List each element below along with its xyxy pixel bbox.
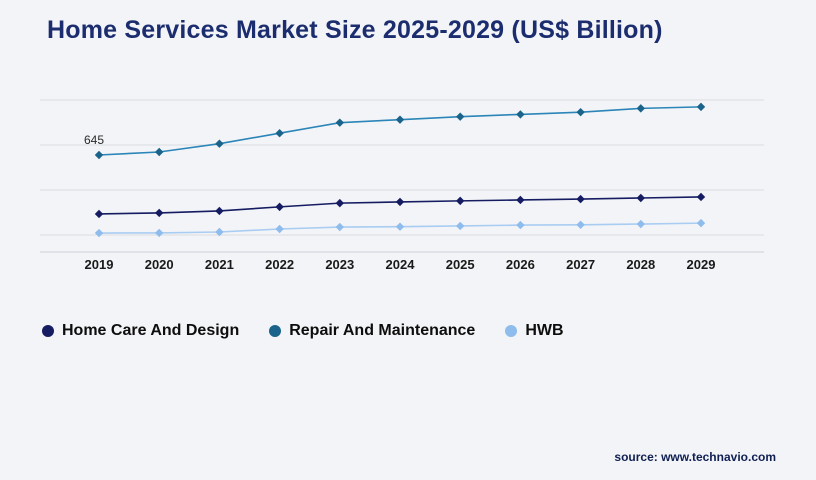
x-tick-label: 2020 — [144, 257, 174, 272]
legend-item: Home Care And Design — [42, 322, 239, 340]
x-tick-label: 2025 — [445, 257, 475, 272]
x-tick-label: 2021 — [204, 257, 234, 272]
data-label-645: 645 — [84, 133, 105, 147]
x-tick-label: 2028 — [626, 257, 656, 272]
x-tick-label: 2022 — [265, 257, 295, 272]
x-tick-label: 2029 — [686, 257, 716, 272]
legend-dot-icon — [269, 325, 282, 337]
x-tick-label: 2023 — [325, 257, 355, 272]
legend-label: Repair And Maintenance — [289, 322, 476, 339]
legend-item: HWB — [505, 322, 564, 340]
legend-dot-icon — [505, 325, 518, 337]
legend-dot-icon — [42, 325, 54, 337]
chart-legend: Home Care And Design Repair And Maintenan… — [42, 322, 564, 340]
legend-label: HWB — [525, 322, 564, 339]
source-attribution: source: www.technavio.com — [614, 450, 776, 464]
x-tick-label: 2026 — [505, 257, 535, 272]
legend-label: Home Care And Design — [62, 322, 240, 339]
x-tick-label: 2024 — [385, 257, 415, 272]
chart-title: Home Services Market Size 2025-2029 (US$… — [47, 16, 663, 44]
x-tick-label: 2027 — [566, 257, 596, 272]
x-tick-label: 2019 — [84, 257, 114, 272]
legend-item: Repair And Maintenance — [269, 322, 475, 340]
